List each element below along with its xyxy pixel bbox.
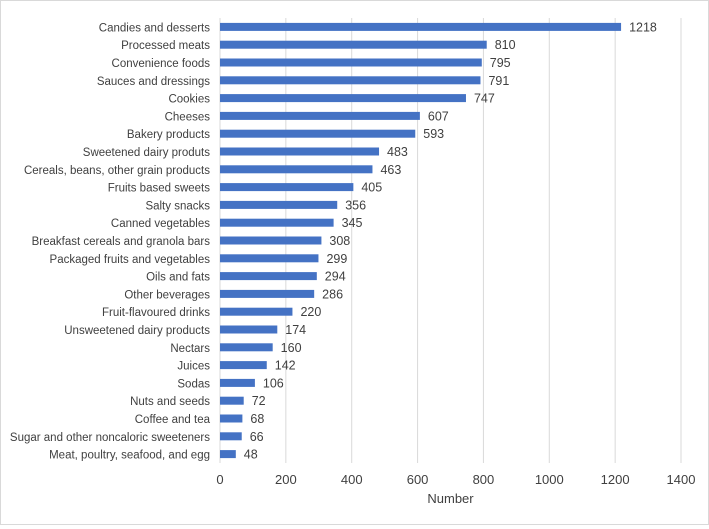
bar [220,325,278,334]
bar [220,183,354,192]
category-label: Salty snacks [145,200,210,212]
bar [220,272,317,281]
category-label: Cookies [168,94,210,106]
bar [220,129,416,138]
bar [220,432,242,441]
category-label: Breakfast cereals and granola bars [32,236,211,248]
x-tick-label: 600 [407,472,429,487]
data-label: 483 [387,145,408,159]
data-label: 160 [281,341,302,355]
category-label: Fruit-flavoured drinks [102,307,210,319]
category-label: Fruits based sweets [108,183,211,195]
category-label: Sugar and other noncaloric sweeteners [10,432,210,444]
bar [220,343,273,352]
category-label: Unsweetened dairy products [64,325,210,337]
category-label: Sauces and dressings [97,76,210,88]
data-label: 308 [329,234,350,248]
data-label: 174 [285,323,306,337]
data-label: 791 [488,74,509,88]
bar [220,396,244,405]
category-label: Nuts and seeds [130,396,210,408]
data-label: 286 [322,287,343,301]
category-label: Cheeses [165,111,211,123]
bar [220,22,622,31]
bar [220,289,315,298]
bar [220,58,482,67]
category-label: Nectars [170,343,210,355]
category-label: Meat, poultry, seafood, and egg [49,450,210,462]
data-label: 48 [244,448,258,462]
bar [220,236,322,245]
x-tick-label: 1400 [667,472,696,487]
data-label: 294 [325,270,346,284]
category-label: Oils and fats [146,272,210,284]
x-tick-label: 800 [473,472,495,487]
x-tick-label: 0 [216,472,223,487]
data-label: 142 [275,359,296,373]
category-label: Processed meats [121,40,210,52]
bar [220,76,481,85]
bar [220,450,236,459]
data-label: 299 [326,252,347,266]
bar [220,200,338,209]
bar [220,361,267,370]
data-label: 795 [490,56,511,70]
bar [220,254,319,263]
category-label: Convenience foods [112,58,211,70]
bar [220,414,243,423]
data-label: 593 [423,127,444,141]
data-label: 747 [474,92,495,106]
category-label: Candies and desserts [99,22,210,34]
category-label: Other beverages [124,289,210,301]
x-tick-label: 1200 [601,472,630,487]
x-tick-label: 1000 [535,472,564,487]
bar [220,94,466,103]
bar [220,165,373,174]
x-tick-label: 200 [275,472,297,487]
data-label: 220 [300,305,321,319]
data-label: 356 [345,198,366,212]
data-label: 810 [495,38,516,52]
category-label: Cereals, beans, other grain products [24,165,210,177]
data-label: 66 [250,430,264,444]
category-label: Coffee and tea [135,414,211,426]
category-label: Canned vegetables [111,218,210,230]
category-label: Sodas [177,378,210,390]
data-label: 1218 [629,20,657,34]
data-label: 345 [342,216,363,230]
data-label: 72 [252,394,266,408]
x-axis-title: Number [427,491,474,506]
category-label: Juices [177,361,210,373]
category-label: Bakery products [127,129,210,141]
data-label: 405 [361,181,382,195]
bar [220,147,380,156]
x-tick-label: 400 [341,472,363,487]
data-label: 463 [380,163,401,177]
data-label: 607 [428,109,449,123]
bar [220,40,487,49]
category-label: Sweetened dairy produts [83,147,210,159]
data-label: 106 [263,376,284,390]
bar [220,111,420,120]
bar [220,378,255,387]
data-label: 68 [250,412,264,426]
bar [220,218,334,227]
category-label: Packaged fruits and vegetables [50,254,211,266]
bar [220,307,293,316]
